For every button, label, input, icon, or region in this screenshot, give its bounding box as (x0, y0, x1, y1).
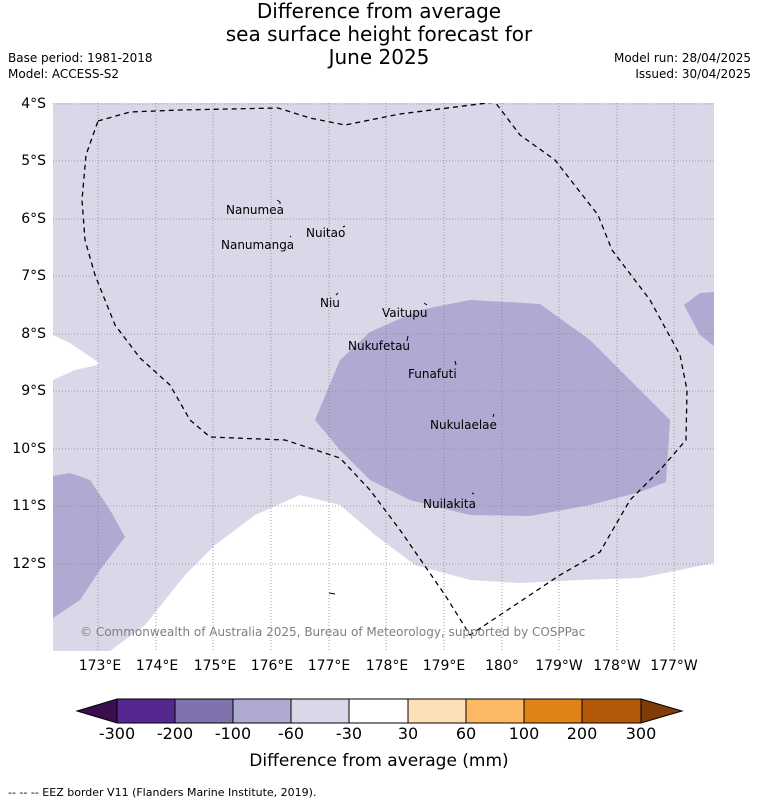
colorbar-bin-5 (348, 698, 409, 724)
lon-label: 178°W (593, 658, 641, 674)
colorbar-tick-label: -30 (335, 724, 363, 743)
lon-label: 179°W (535, 658, 583, 674)
colorbar-bin-3 (232, 698, 292, 724)
colorbar-tick-label: 300 (625, 724, 657, 743)
colorbar-bin-4 (290, 698, 350, 724)
colorbar (75, 698, 684, 724)
lon-label: 177°W (650, 658, 698, 674)
anomaly-band-minus100-to-minus60 (53, 473, 125, 618)
title-line-2: sea surface height forecast for (225, 22, 533, 46)
colorbar-tick-label: -60 (277, 724, 305, 743)
lat-label: 11°S (12, 498, 46, 514)
lat-label: 7°S (21, 268, 46, 284)
place-label-nuilakita: Nuilakita (423, 497, 476, 511)
lon-label: 176°E (250, 658, 294, 674)
title-line-3: June 2025 (328, 45, 430, 69)
title-line-1: Difference from average (256, 0, 502, 23)
colorbar-bin-7 (465, 698, 525, 724)
map-area (53, 103, 714, 651)
lat-label: 9°S (21, 383, 46, 399)
place-label-nanumea: Nanumea (226, 203, 284, 217)
lon-label: 175°E (193, 658, 237, 674)
colorbar-tick-label: 200 (566, 724, 598, 743)
lat-label: 6°S (21, 211, 46, 227)
base-period: Base period: 1981-2018 (8, 51, 153, 65)
lat-label: 4°S (21, 96, 46, 112)
place-label-funafuti: Funafuti (408, 367, 457, 381)
place-label-nukufetau: Nukufetau (348, 339, 411, 353)
issued-date: Issued: 30/04/2025 (635, 67, 751, 81)
model-run: Model run: 28/04/2025 (613, 51, 751, 65)
lat-label: 10°S (12, 441, 46, 457)
colorbar-tick-label: 60 (455, 724, 477, 743)
colorbar-tick-label: -300 (98, 724, 136, 743)
eez-border (81, 103, 688, 636)
colorbar-bin-6 (407, 698, 467, 724)
copyright-notice: © Commonwealth of Australia 2025, Bureau… (80, 625, 586, 639)
colorbar-tick-label: -200 (156, 724, 194, 743)
eez-border-legend: -- -- -- EEZ border V11 (Flanders Marine… (8, 786, 317, 799)
anomaly-band-minus100-to-minus60 (315, 300, 670, 516)
colorbar-extend-high (640, 698, 684, 724)
lon-label: 178°E (365, 658, 409, 674)
colorbar-tick-label: 100 (508, 724, 540, 743)
place-label-niu: Niu (320, 296, 340, 310)
place-label-nuitao: Nuitao (306, 226, 346, 240)
colorbar-tick-label: -100 (214, 724, 252, 743)
lat-label: 12°S (12, 556, 46, 572)
lon-label: 173°E (78, 658, 122, 674)
grid-lines (53, 103, 714, 651)
island-markers (276, 199, 495, 595)
lon-label: 177°E (307, 658, 351, 674)
lat-label: 8°S (21, 326, 46, 342)
lon-label: 179°E (422, 658, 466, 674)
place-label-nanumanga: Nanumanga (221, 238, 295, 252)
place-label-vaitupu: Vaitupu (382, 306, 428, 320)
lon-label: 180° (485, 658, 519, 674)
lat-label: 5°S (21, 153, 46, 169)
model-name: Model: ACCESS-S2 (8, 67, 120, 81)
colorbar-bin-8 (523, 698, 583, 724)
colorbar-extend-low (75, 698, 118, 724)
anomaly-band-minus100-to-minus60 (684, 292, 714, 346)
lon-label: 174°E (135, 658, 179, 674)
place-label-nukulaelae: Nukulaelae (430, 418, 497, 432)
colorbar-bin-2 (174, 698, 234, 724)
colorbar-bin-9 (581, 698, 642, 724)
colorbar-tick-label: 30 (397, 724, 419, 743)
colorbar-bin-1 (116, 698, 176, 724)
colorbar-label: Difference from average (mm) (249, 751, 509, 771)
